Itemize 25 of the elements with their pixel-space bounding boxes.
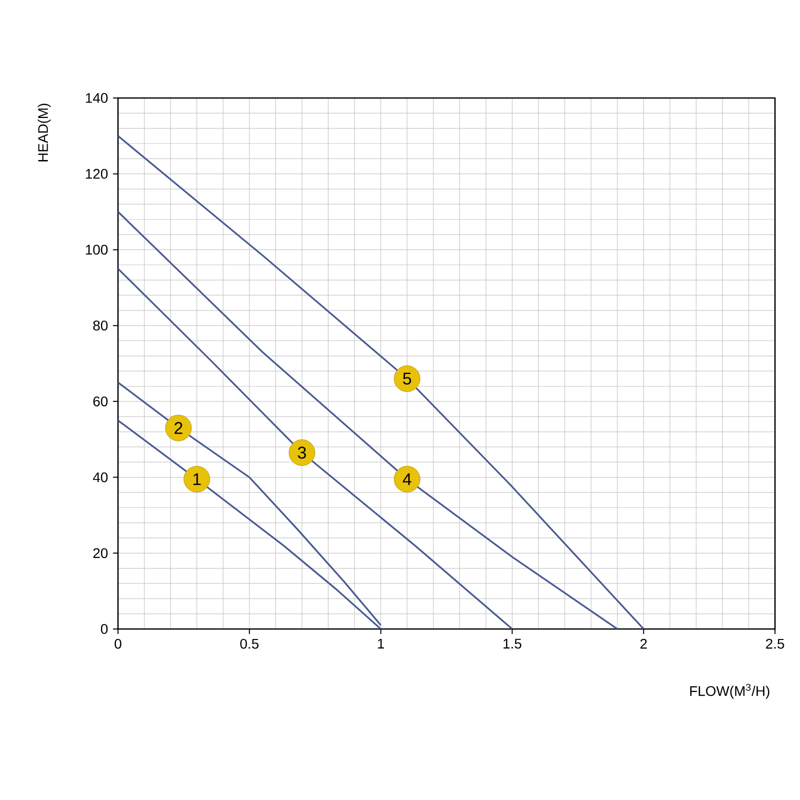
y-tick-label: 60: [93, 396, 108, 406]
y-tick-label: 0: [100, 624, 108, 634]
x-tick-label: 0: [114, 638, 122, 649]
annotation: 4: [402, 473, 412, 486]
line-series: [118, 135, 644, 629]
annotation: 1: [193, 473, 201, 486]
annotation: 2: [174, 422, 182, 434]
y-tick-label: 40: [92, 472, 108, 482]
y-tick-label: 80: [93, 320, 108, 331]
x-tick-label: 0.5: [240, 638, 259, 649]
y-tick-label: 140: [86, 93, 108, 103]
line-series: [118, 268, 514, 629]
y-tick-label: 100: [86, 244, 108, 255]
y-axis-title: HEAD(M): [38, 104, 51, 162]
line-series: [118, 210, 618, 629]
annotation: 5: [403, 372, 412, 385]
y-tick-label: 120: [86, 168, 108, 179]
x-axis-title: FLOW(M$^{3}$/H): [690, 684, 770, 699]
x-tick-label: 2: [640, 638, 647, 649]
y-tick-label: 20: [93, 548, 108, 558]
x-tick-label: 1.5: [504, 638, 522, 649]
line-series: [118, 382, 382, 626]
x-tick-label: 1: [378, 638, 384, 648]
annotation: 3: [298, 446, 306, 459]
x-tick-label: 2.5: [766, 638, 784, 649]
